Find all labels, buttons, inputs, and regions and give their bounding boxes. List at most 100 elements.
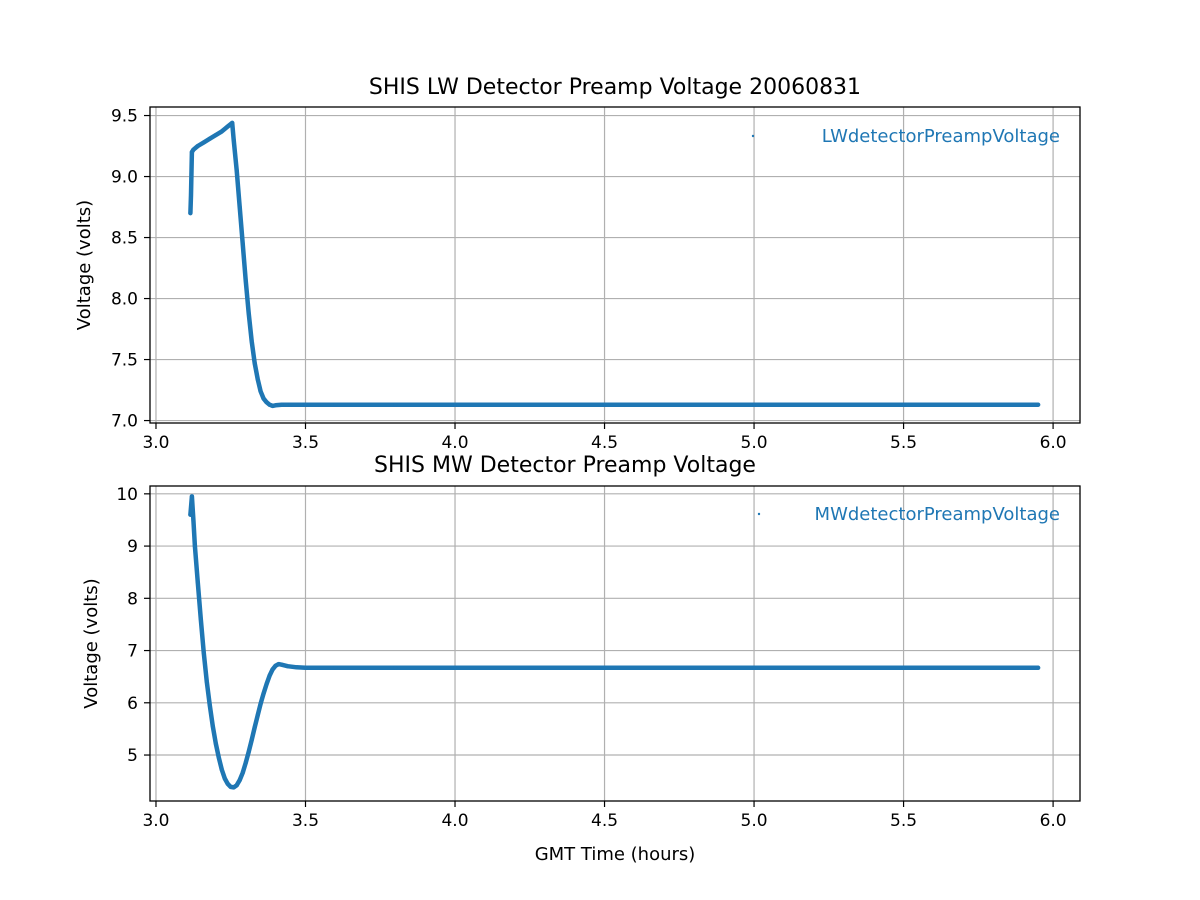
data-point <box>258 701 263 706</box>
data-point <box>279 662 284 667</box>
x-tick-label: 6.0 <box>1040 433 1067 453</box>
data-point <box>393 402 398 407</box>
data-point <box>188 192 193 197</box>
data-point <box>246 311 251 316</box>
data-point <box>264 681 269 686</box>
x-tick-label: 4.0 <box>441 433 468 453</box>
data-point <box>258 389 263 394</box>
y-tick-label: 8.5 <box>111 229 138 249</box>
data-point <box>252 725 257 730</box>
y-tick-label: 6 <box>127 694 138 714</box>
plot-area <box>150 486 1080 801</box>
data-point <box>288 402 293 407</box>
data-point <box>201 651 206 656</box>
data-point <box>213 741 218 746</box>
chart-title: SHIS LW Detector Preamp Voltage 20060831 <box>369 75 861 100</box>
data-point <box>453 665 458 670</box>
data-point <box>237 205 242 210</box>
data-point <box>191 517 196 522</box>
data-point <box>261 691 266 696</box>
data-point <box>188 211 193 216</box>
y-tick-label: 7 <box>127 642 138 662</box>
data-point <box>240 241 245 246</box>
data-point <box>294 665 299 670</box>
x-tick-label: 4.5 <box>591 811 618 831</box>
legend-label: LWdetectorPreampVoltage <box>822 126 1060 147</box>
data-point <box>270 403 275 408</box>
y-tick-label: 7.0 <box>111 412 138 432</box>
data-point <box>453 402 458 407</box>
data-point <box>195 580 200 585</box>
legend-marker <box>751 134 755 138</box>
x-tick-label: 3.0 <box>142 433 169 453</box>
data-point <box>276 662 281 667</box>
plot-frame <box>149 106 1081 424</box>
data-point <box>602 665 607 670</box>
data-point <box>393 665 398 670</box>
data-point <box>237 778 242 783</box>
data-point <box>303 665 308 670</box>
data-point <box>255 377 260 382</box>
x-axis-label: GMT Time (hours) <box>535 844 696 865</box>
data-point <box>192 544 197 549</box>
y-tick-label: 9.5 <box>111 107 138 127</box>
x-tick-label: 5.5 <box>890 811 917 831</box>
data-point <box>752 402 757 407</box>
data-point <box>303 402 308 407</box>
data-point <box>225 781 230 786</box>
data-point <box>333 665 338 670</box>
data-point <box>201 140 206 145</box>
y-tick-label: 7.5 <box>111 351 138 371</box>
data-point <box>225 124 230 129</box>
x-tick-label: 3.5 <box>292 433 319 453</box>
data-point <box>219 129 224 134</box>
data-point <box>264 400 269 405</box>
data-point <box>270 667 275 672</box>
data-point <box>901 665 906 670</box>
data-point <box>752 665 757 670</box>
data-point <box>252 361 257 366</box>
data-point <box>230 120 235 125</box>
data-point <box>191 147 196 152</box>
data-point <box>195 144 200 149</box>
data-point <box>222 776 227 781</box>
y-tick-label: 9.0 <box>111 168 138 188</box>
data-point <box>231 785 236 790</box>
data-point <box>249 737 254 742</box>
data-point <box>246 749 251 754</box>
data-point <box>602 402 607 407</box>
data-point <box>901 402 906 407</box>
legend-marker <box>757 512 761 516</box>
plot-frame <box>149 485 1081 802</box>
data-point <box>234 783 239 788</box>
data-point <box>210 724 215 729</box>
data-point <box>231 137 236 142</box>
data-point <box>219 767 224 772</box>
data-point <box>273 403 278 408</box>
mw-voltage-chart: MWdetectorPreampVoltage 3.0 3.5 4.0 4.5 5.0 5.… <box>81 453 1081 865</box>
x-tick-label: 6.0 <box>1040 811 1067 831</box>
data-point <box>243 760 248 765</box>
data-point <box>333 402 338 407</box>
data-point <box>234 168 239 173</box>
data-point <box>207 703 212 708</box>
data-point <box>255 713 260 718</box>
y-tick-label: 10 <box>116 485 138 505</box>
y-tick-label: 5 <box>127 746 138 766</box>
data-point <box>213 133 218 138</box>
data-point <box>273 663 278 668</box>
data-point <box>249 339 254 344</box>
data-point <box>1036 665 1041 670</box>
y-axis-label: Voltage (volts) <box>74 200 95 330</box>
data-point <box>240 770 245 775</box>
y-tick-label: 9 <box>127 537 138 557</box>
data-point <box>207 136 212 141</box>
y-tick-label: 8 <box>127 589 138 609</box>
x-tick-label: 4.5 <box>591 433 618 453</box>
x-tick-label: 3.5 <box>292 811 319 831</box>
data-point <box>204 679 209 684</box>
data-point <box>198 617 203 622</box>
data-point <box>216 755 221 760</box>
y-axis-label: Voltage (volts) <box>81 578 102 708</box>
